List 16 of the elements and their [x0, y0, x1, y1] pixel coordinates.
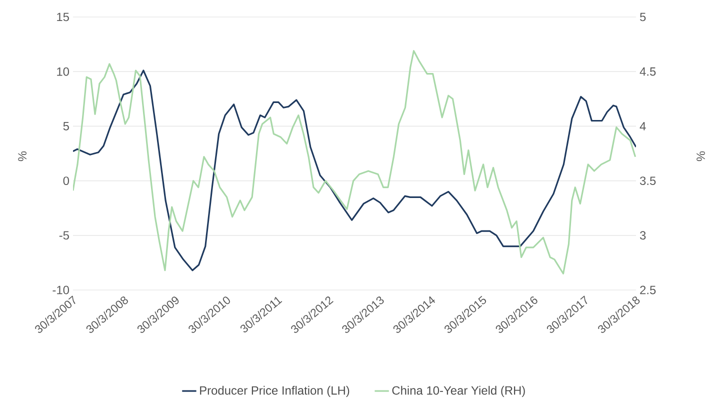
y-axis-title: %: [18, 151, 27, 162]
y2-tick-label: 3.5: [640, 176, 656, 186]
y-tick-label: 15: [57, 12, 69, 22]
y-tick-label: 10: [57, 67, 70, 76]
y-tick-label: 5: [63, 122, 69, 130]
y-tick-label: -10: [52, 286, 70, 294]
y2-tick-label: 3: [640, 231, 646, 240]
legend-label: Producer Price Inflation (LH): [200, 386, 350, 398]
y2-axis-title: %: [696, 151, 705, 162]
y-tick-label: -5: [59, 231, 69, 240]
y2-tick-label: 4.5: [640, 67, 656, 76]
y2-tick-label: 5: [640, 12, 646, 22]
legend-label: China 10-Year Yield (RH): [392, 386, 525, 398]
y2-tick-label: 4: [640, 122, 646, 130]
y-tick-label: 0: [63, 176, 70, 186]
y2-tick-label: 2.5: [640, 286, 656, 294]
